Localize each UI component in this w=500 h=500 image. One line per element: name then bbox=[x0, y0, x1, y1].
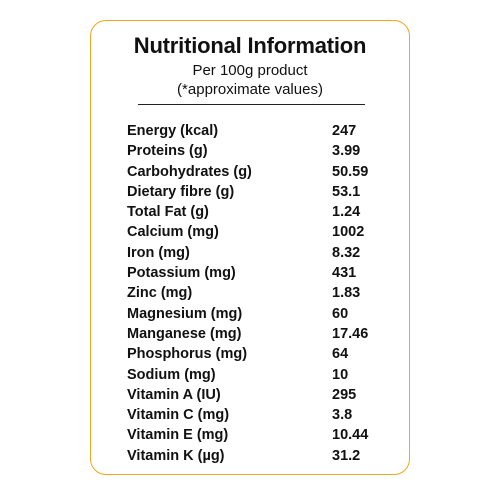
nutrient-row: Vitamin K (µg) 31.2 bbox=[127, 446, 397, 466]
nutrient-row: Total Fat (g) 1.24 bbox=[127, 202, 397, 222]
nutrient-row: Calcium (mg) 1002 bbox=[127, 222, 397, 242]
nutrient-row: Manganese (mg) 17.46 bbox=[127, 324, 397, 344]
nutrient-row: Magnesium (mg) 60 bbox=[127, 304, 397, 324]
nutrient-label: Calcium (mg) bbox=[127, 224, 219, 241]
nutrient-label: Dietary fibre (g) bbox=[127, 183, 235, 200]
nutrient-label: Sodium (mg) bbox=[127, 366, 216, 383]
nutrient-label: Vitamin K (µg) bbox=[127, 447, 225, 464]
nutrient-row: Vitamin E (mg) 10.44 bbox=[127, 425, 397, 445]
nutrient-value: 1.24 bbox=[332, 204, 361, 221]
nutrient-row: Potassium (mg) 431 bbox=[127, 263, 397, 283]
nutrient-row: Dietary fibre (g) 53.1 bbox=[127, 182, 397, 202]
nutrient-value: 31.2 bbox=[332, 447, 361, 464]
nutrient-value: 3.99 bbox=[332, 143, 361, 160]
nutrient-label: Zinc (mg) bbox=[127, 285, 193, 302]
panel-title: Nutritional Information bbox=[133, 33, 367, 58]
nutrient-value: 1.83 bbox=[332, 285, 361, 302]
divider bbox=[138, 104, 365, 105]
nutrient-value: 60 bbox=[332, 305, 349, 322]
nutrient-value: 64 bbox=[332, 346, 349, 363]
nutrient-row: Sodium (mg) 10 bbox=[127, 365, 397, 385]
nutrient-label: Energy (kcal) bbox=[127, 123, 219, 139]
nutrient-row: Iron (mg) 8.32 bbox=[127, 243, 397, 263]
nutrient-row: Vitamin C (mg) 3.8 bbox=[127, 405, 397, 425]
nutrient-value: 295 bbox=[332, 386, 357, 403]
nutrient-row: Carbohydrates (g) 50.59 bbox=[127, 162, 397, 182]
nutrient-label: Magnesium (mg) bbox=[127, 305, 243, 322]
panel-subtitle: Per 100g product bbox=[192, 62, 308, 79]
nutrient-label: Proteins (g) bbox=[127, 143, 208, 160]
nutrient-list: Energy (kcal) 247 Proteins (g) 3.99 Carb… bbox=[127, 121, 397, 466]
nutrient-label: Carbohydrates (g) bbox=[127, 163, 252, 180]
panel-note: (*approximate values) bbox=[177, 81, 323, 98]
nutrient-value: 3.8 bbox=[332, 407, 353, 424]
nutrient-row: Proteins (g) 3.99 bbox=[127, 141, 397, 161]
nutrient-row: Phosphorus (mg) 64 bbox=[127, 344, 397, 364]
nutrient-value: 50.59 bbox=[332, 163, 369, 180]
nutrient-value: 53.1 bbox=[332, 183, 361, 200]
nutrient-value: 1002 bbox=[332, 224, 365, 241]
nutrient-label: Iron (mg) bbox=[127, 244, 190, 261]
nutrition-panel: Nutritional Information Per 100g product… bbox=[90, 20, 410, 475]
nutrient-label: Potassium (mg) bbox=[127, 265, 236, 282]
nutrient-row: Vitamin A (IU) 295 bbox=[127, 385, 397, 405]
nutrient-value: 247 bbox=[332, 123, 357, 139]
nutrient-label: Total Fat (g) bbox=[127, 204, 209, 221]
nutrient-label: Vitamin C (mg) bbox=[127, 407, 230, 424]
nutrient-label: Vitamin A (IU) bbox=[127, 386, 221, 403]
nutrient-value: 431 bbox=[332, 265, 357, 282]
nutrient-label: Phosphorus (mg) bbox=[127, 346, 248, 363]
nutrient-value: 10.44 bbox=[332, 427, 369, 444]
nutrient-value: 8.32 bbox=[332, 244, 361, 261]
nutrient-row: Energy (kcal) 247 bbox=[127, 121, 397, 141]
nutrient-label: Vitamin E (mg) bbox=[127, 427, 229, 444]
nutrient-label: Manganese (mg) bbox=[127, 325, 242, 342]
nutrient-row: Zinc (mg) 1.83 bbox=[127, 283, 397, 303]
nutrient-value: 10 bbox=[332, 366, 349, 383]
nutrient-value: 17.46 bbox=[332, 325, 369, 342]
